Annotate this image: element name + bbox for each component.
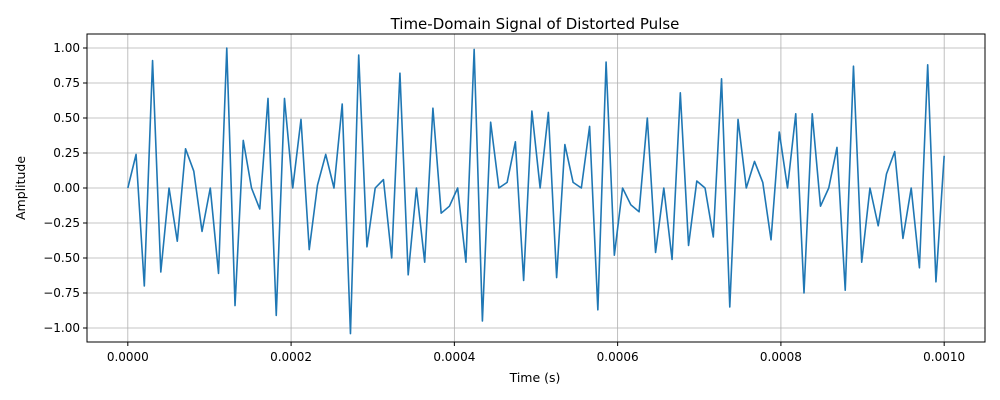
y-tick-label: 0.25	[53, 146, 80, 160]
x-tick-label: 0.0004	[433, 350, 475, 364]
y-tick-label: 1.00	[53, 41, 80, 55]
x-tick-label: 0.0000	[107, 350, 149, 364]
y-tick-label: 0.50	[53, 111, 80, 125]
chart-title: Time-Domain Signal of Distorted Pulse	[390, 15, 680, 33]
y-tick-label: −0.50	[43, 251, 80, 265]
y-axis-label: Amplitude	[13, 156, 28, 220]
grid	[87, 34, 985, 342]
y-tick-label: 0.75	[53, 76, 80, 90]
x-tick-label: 0.0002	[270, 350, 312, 364]
y-tick-label: −0.75	[43, 286, 80, 300]
y-axis-ticks: −1.00 −0.75 −0.50 −0.25 0.00 0.25 0.50 0.75 1.00	[43, 41, 87, 335]
x-tick-label: 0.0008	[760, 350, 802, 364]
y-tick-label: −1.00	[43, 321, 80, 335]
x-axis-ticks: 0.0000 0.0002 0.0004 0.0006 0.0008 0.0010	[107, 342, 965, 364]
y-tick-label: 0.00	[53, 181, 80, 195]
series-layer	[127, 47, 945, 335]
signal-line	[127, 47, 945, 335]
x-tick-label: 0.0006	[597, 350, 639, 364]
x-tick-label: 0.0010	[923, 350, 965, 364]
y-tick-label: −0.25	[43, 216, 80, 230]
x-axis-label: Time (s)	[509, 370, 561, 385]
